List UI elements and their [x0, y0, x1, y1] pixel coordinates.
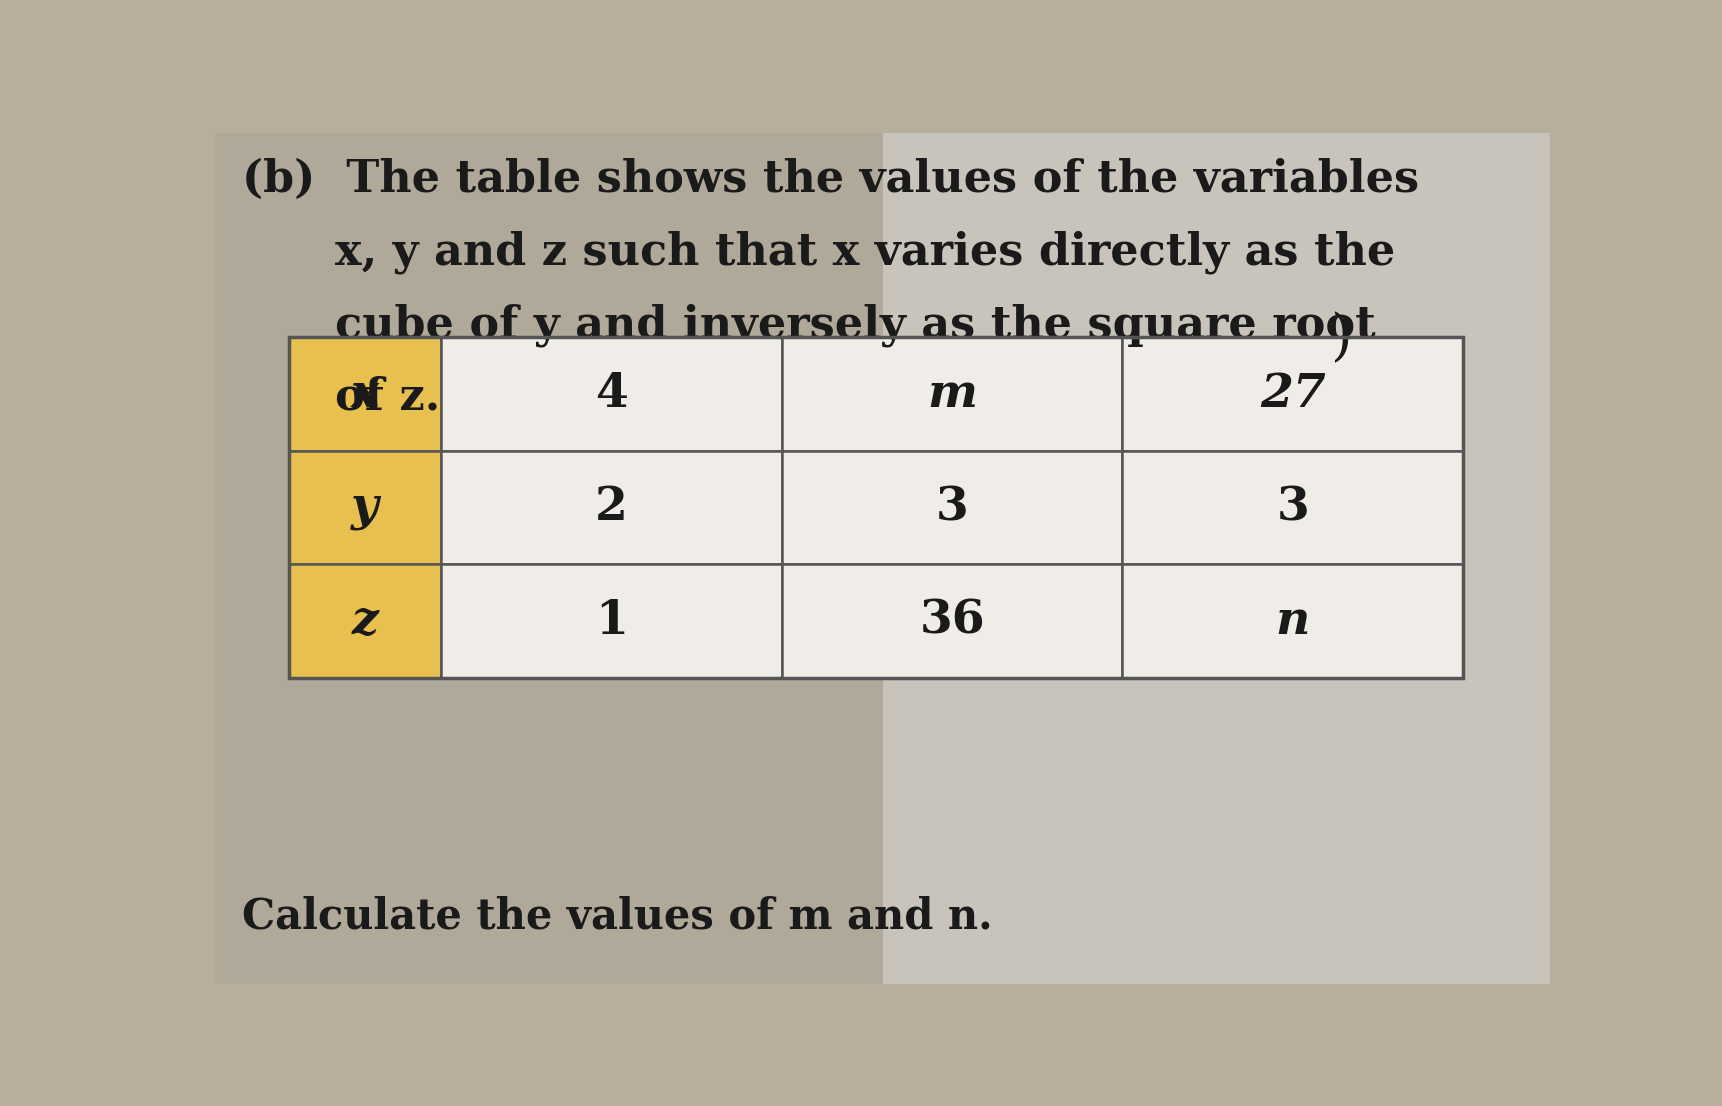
- Text: x: x: [351, 371, 379, 417]
- Bar: [1123, 337, 1464, 450]
- Text: cube of y and inversely as the square root: cube of y and inversely as the square ro…: [241, 303, 1376, 346]
- Text: x, y and z such that x varies directly as the: x, y and z such that x varies directly a…: [241, 231, 1395, 274]
- Bar: [441, 337, 782, 450]
- Bar: [782, 564, 1123, 678]
- Bar: [441, 450, 782, 564]
- Text: of z.: of z.: [241, 375, 441, 418]
- Bar: [782, 337, 1123, 450]
- Text: n: n: [1276, 598, 1310, 644]
- Text: y: y: [351, 484, 379, 531]
- Bar: [1123, 564, 1464, 678]
- Text: 3: 3: [1276, 484, 1309, 531]
- Text: 3: 3: [935, 484, 968, 531]
- Text: 36: 36: [920, 598, 985, 644]
- Bar: [1123, 450, 1464, 564]
- Text: m: m: [926, 371, 976, 417]
- Text: 1: 1: [596, 598, 629, 644]
- Bar: [289, 450, 441, 564]
- Bar: [441, 564, 782, 678]
- Bar: [289, 337, 1464, 678]
- Text: Calculate the values of m and n.: Calculate the values of m and n.: [241, 896, 992, 938]
- Bar: [782, 450, 1123, 564]
- Bar: [215, 133, 882, 984]
- Text: (b)  The table shows the values of the variables: (b) The table shows the values of the va…: [241, 158, 1419, 201]
- Bar: [289, 564, 441, 678]
- Text: 2: 2: [596, 484, 629, 531]
- Text: 27: 27: [1261, 371, 1326, 417]
- Text: ): ): [1329, 312, 1352, 366]
- Bar: [882, 133, 1550, 984]
- Bar: [289, 337, 441, 450]
- Text: z: z: [351, 598, 379, 644]
- Text: 4: 4: [596, 371, 629, 417]
